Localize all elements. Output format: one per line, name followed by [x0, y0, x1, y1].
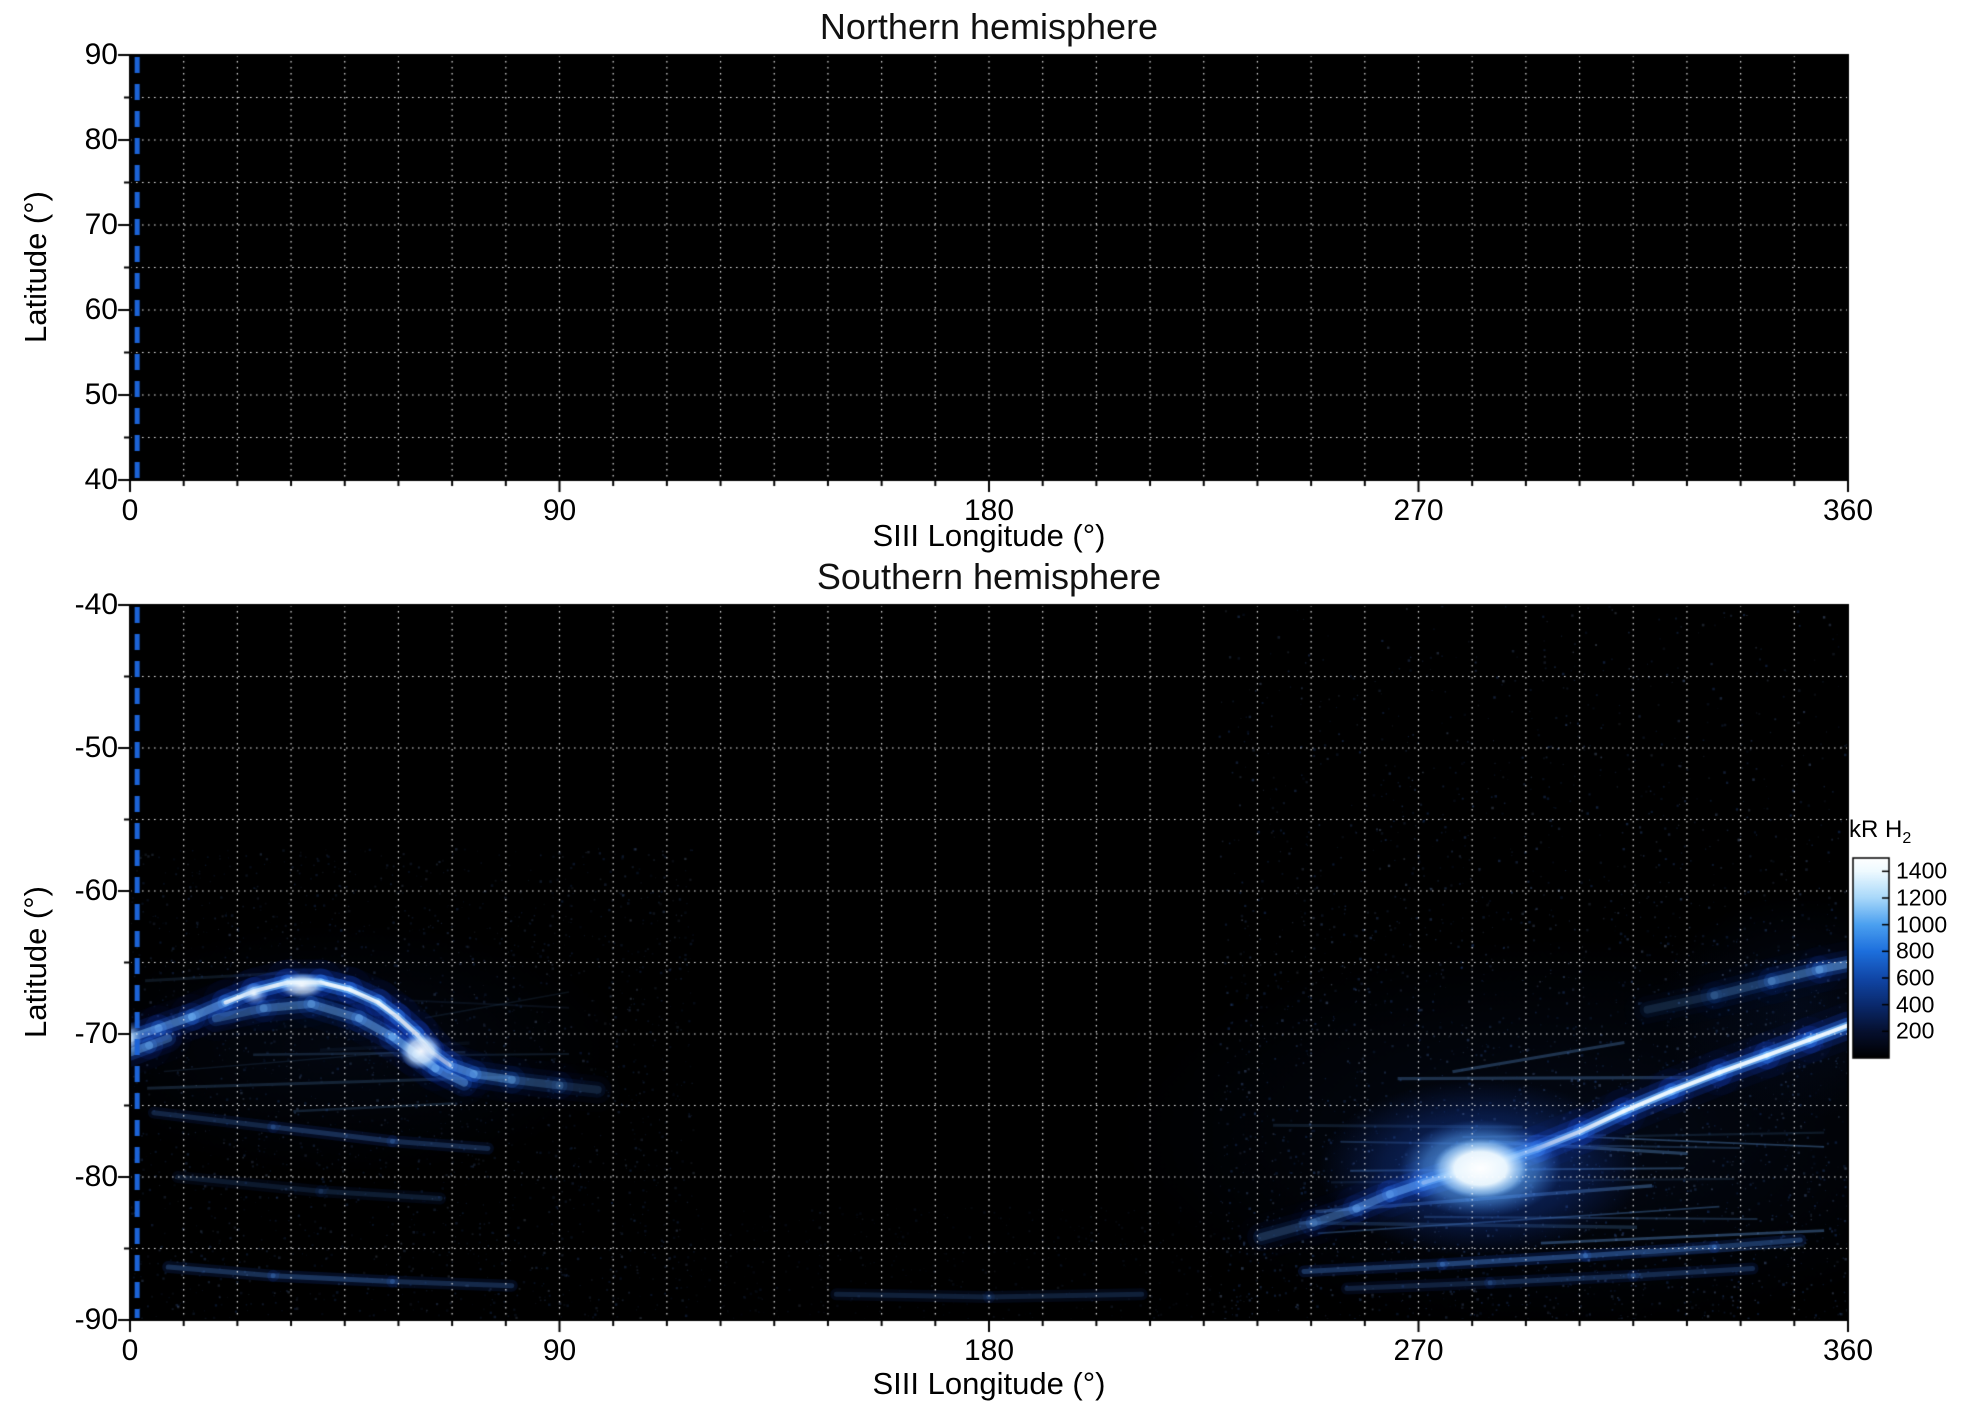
- south-panel-title: Southern hemisphere: [816, 556, 1162, 597]
- x-tick-label-south: 180: [963, 1334, 1015, 1367]
- north-x-axis-label: SIII Longitude (°): [872, 518, 1106, 553]
- colorbar-tick-label: 1000: [1896, 911, 1948, 938]
- y-tick-label-north: 40: [84, 463, 118, 496]
- x-tick-label-north: 270: [1393, 494, 1444, 527]
- x-tick-label-south: 270: [1393, 1334, 1444, 1367]
- south-x-axis-label: SIII Longitude (°): [872, 1366, 1106, 1401]
- colorbar-tick-label: 800: [1896, 937, 1935, 964]
- y-tick-label-north: 90: [84, 38, 118, 71]
- y-tick-label-south: -40: [74, 588, 118, 621]
- colorbar-tick-label: 600: [1896, 964, 1935, 991]
- south-y-axis-label: Latitude (°): [18, 886, 53, 1038]
- colorbar-tick-label: 200: [1896, 1017, 1935, 1044]
- x-tick-label-north: 0: [121, 494, 139, 527]
- y-tick-label-south: -60: [74, 874, 118, 907]
- y-tick-label-north: 80: [84, 123, 118, 156]
- north-panel-title: Northern hemisphere: [819, 6, 1159, 47]
- x-tick-label-south: 360: [1822, 1334, 1874, 1367]
- colorbar-title-sub: 2: [1902, 829, 1912, 847]
- x-tick-label-north: 360: [1822, 494, 1874, 527]
- colorbar-tick-label: 1400: [1896, 857, 1948, 884]
- colorbar-title-main: kR H: [1849, 816, 1903, 843]
- x-tick-label-north: 180: [963, 494, 1015, 527]
- colorbar-tick-label: 1200: [1896, 884, 1948, 911]
- y-tick-label-north: 60: [84, 293, 118, 326]
- x-tick-label-south: 90: [542, 1334, 577, 1367]
- x-tick-label-north: 90: [542, 494, 577, 527]
- x-tick-label-south: 0: [121, 1334, 139, 1367]
- y-tick-label-south: -50: [74, 731, 118, 764]
- y-tick-label-north: 70: [84, 208, 118, 241]
- y-tick-label-south: -70: [74, 1017, 118, 1050]
- colorbar-tick-label: 400: [1896, 991, 1935, 1018]
- y-tick-label-south: -90: [74, 1303, 118, 1336]
- y-tick-label-south: -80: [74, 1160, 118, 1193]
- y-tick-label-north: 50: [84, 378, 118, 411]
- north-y-axis-label: Latitude (°): [18, 191, 53, 343]
- colorbar-title: kR H2: [1849, 816, 1911, 848]
